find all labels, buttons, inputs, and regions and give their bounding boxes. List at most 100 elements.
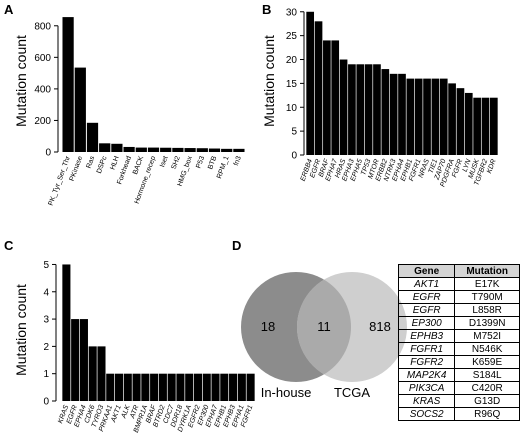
bar (306, 11, 315, 155)
bar (147, 147, 160, 152)
bar (331, 40, 340, 155)
bar (88, 346, 97, 401)
y-tick-label: 0 (45, 148, 51, 159)
mutation-table: Gene Mutation AKT1 E17K EGFR T790M EGFR L858R… (397, 264, 520, 421)
y-tick-label: 30 (286, 7, 298, 18)
venn-overlap-region (297, 279, 351, 375)
x-tick-label: SH2 (171, 155, 182, 170)
y-tick-label: 200 (34, 116, 51, 127)
y-tick-label: 3 (43, 315, 49, 326)
table-row: MAP2K4 S184L (397, 368, 520, 382)
bar (423, 78, 431, 155)
table-row: KRAS G13D (397, 394, 520, 408)
bar (208, 148, 221, 152)
panel-label-a: A (4, 2, 14, 17)
gene-cell: AKT1 (397, 277, 456, 291)
mutation-cell: N546K (454, 342, 520, 356)
gene-cell: EGFR (397, 290, 456, 304)
mutation-cell: R96Q (454, 407, 520, 421)
x-tick-label: LYN (462, 157, 473, 172)
gene-cell: EP300 (397, 316, 456, 330)
x-tick-label: KDR (486, 158, 498, 174)
table-row: FGFR1 N546K (397, 342, 520, 356)
table-body: AKT1 E17K EGFR T790M EGFR L858R EP300 D1399N EPH… (397, 277, 520, 421)
venn-overlap-count: 11 (317, 319, 331, 334)
gene-cell: FGFR2 (397, 355, 456, 369)
bar (237, 373, 246, 401)
bar (135, 147, 147, 152)
bar (141, 373, 150, 401)
x-tick-label: fn3 (233, 155, 243, 167)
x-tick-label: Ras (86, 155, 97, 170)
bar (97, 346, 106, 401)
bar (160, 147, 172, 152)
table-row: EGFR T790M (397, 290, 520, 304)
bar (202, 373, 211, 401)
y-axis-title: Mutation count (13, 35, 29, 127)
mutation-cell: K659E (454, 355, 520, 369)
gene-cell: SOCS2 (397, 407, 456, 421)
bar (406, 78, 415, 155)
bar (220, 373, 229, 401)
bar (456, 88, 465, 155)
bar (123, 373, 132, 401)
bar (74, 67, 86, 152)
bar (62, 17, 74, 152)
bar (106, 373, 115, 401)
y-tick-label: 10 (286, 103, 298, 114)
y-axis-title: Mutation count (261, 35, 277, 127)
y-tick-label: 2 (43, 342, 49, 353)
bar (99, 143, 111, 152)
bar (79, 319, 88, 401)
panel-label-d: D (232, 238, 242, 253)
bar (389, 73, 398, 155)
bar (176, 373, 185, 401)
bar (185, 373, 194, 401)
venn-left-count: 18 (261, 319, 275, 334)
table-header-row: Gene Mutation (397, 264, 520, 278)
table-row: SOCS2 R96Q (397, 407, 520, 421)
x-tick-label: TIE1 (428, 158, 440, 174)
y-tick-label: 4 (43, 287, 49, 298)
bar (246, 373, 255, 401)
x-tick-label: Iset (159, 155, 169, 168)
bar (381, 69, 390, 155)
bar (86, 122, 99, 152)
y-tick-label: 15 (286, 79, 298, 90)
venn-right-label: TCGA (334, 385, 370, 400)
y-tick-label: 0 (291, 151, 297, 162)
gene-cell: PIK3CA (397, 381, 456, 395)
y-tick-label: 25 (286, 31, 298, 42)
table-row: EPHB3 M752I (397, 329, 520, 343)
table-row: AKT1 E17K (397, 277, 520, 291)
y-tick-label: 1 (43, 369, 49, 380)
bar (339, 59, 348, 155)
bar (132, 373, 141, 401)
bar (439, 78, 448, 155)
y-tick-label: 600 (34, 53, 51, 64)
bar (62, 264, 71, 401)
gene-cell: EGFR (397, 303, 456, 317)
y-tick-label: 5 (291, 127, 297, 138)
bar (348, 64, 356, 155)
y-tick-label: 800 (34, 21, 51, 32)
bar (172, 147, 184, 152)
bar (481, 97, 490, 155)
bar (114, 373, 124, 401)
bar (211, 373, 220, 401)
venn-right-count: 818 (369, 319, 391, 334)
panel-label-b: B (262, 2, 272, 17)
x-tick-label: BTB (207, 155, 218, 170)
bar (373, 64, 381, 155)
y-tick-label: 5 (43, 260, 49, 271)
mutation-cell: D1399N (454, 316, 520, 330)
table-row: EGFR L858R (397, 303, 520, 317)
table-row: EP300 D1399N (397, 316, 520, 330)
x-tick-label: HLH (109, 155, 120, 171)
gene-cell: MAP2K4 (397, 368, 456, 382)
mutation-cell: L858R (454, 303, 520, 317)
bar (229, 373, 238, 401)
mutation-cell: T790M (454, 290, 520, 304)
